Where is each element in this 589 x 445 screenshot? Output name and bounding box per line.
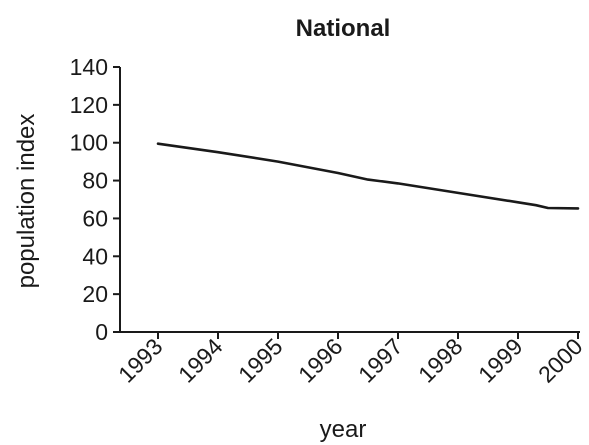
x-tick-label: 1998 [413,333,468,388]
y-tick-label: 0 [95,319,108,345]
chart-title: National [296,15,391,42]
x-tick-label: 1996 [293,333,348,388]
y-tick-label: 120 [70,92,108,118]
y-tick-label: 100 [70,130,108,156]
y-axis-ticks: 0 20 40 60 80 100 120 140 [70,54,120,345]
y-tick-label: 20 [82,281,108,307]
x-tick-label: 1994 [173,333,228,388]
x-axis-ticks: 1993 1994 1995 1996 1997 1998 1999 2000 [113,332,588,388]
y-tick-label: 60 [82,205,108,231]
y-axis-label: population index [13,114,40,289]
x-axis-label: year [320,416,367,443]
series-line [156,142,580,210]
axes [119,67,580,333]
x-tick-label: 1995 [233,333,288,388]
y-tick-label: 80 [82,168,108,194]
x-tick-label: 2000 [533,333,588,388]
x-tick-label: 1999 [473,333,528,388]
x-tick-label: 1993 [113,333,168,388]
x-tick-label: 1997 [353,333,408,388]
y-tick-label: 140 [70,54,108,80]
series-group [156,142,580,210]
y-tick-label: 40 [82,243,108,269]
